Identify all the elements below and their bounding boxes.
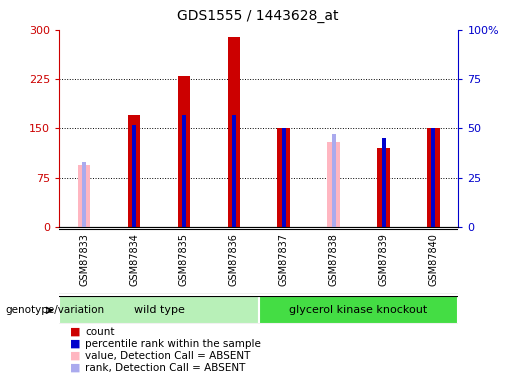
Text: rank, Detection Call = ABSENT: rank, Detection Call = ABSENT: [85, 363, 245, 373]
Text: ■: ■: [70, 327, 80, 337]
Text: GSM87837: GSM87837: [279, 233, 289, 286]
Bar: [228, 37, 240, 227]
Text: GSM87836: GSM87836: [229, 233, 239, 286]
Bar: [282, 128, 286, 227]
Text: ■: ■: [70, 339, 80, 349]
Bar: [259, 296, 458, 324]
Text: GSM87833: GSM87833: [79, 233, 89, 286]
Bar: [78, 165, 91, 227]
Bar: [432, 128, 435, 227]
Text: count: count: [85, 327, 114, 337]
Bar: [182, 115, 186, 227]
Bar: [178, 76, 190, 227]
Bar: [377, 148, 390, 227]
Bar: [128, 116, 140, 227]
Text: GSM87838: GSM87838: [329, 233, 339, 286]
Bar: [332, 134, 336, 227]
Bar: [82, 162, 86, 227]
Text: ■: ■: [70, 351, 80, 361]
Text: glycerol kinase knockout: glycerol kinase knockout: [289, 305, 427, 315]
Text: GSM87840: GSM87840: [428, 233, 438, 286]
Text: ■: ■: [70, 363, 80, 373]
Bar: [328, 142, 340, 227]
Text: GSM87835: GSM87835: [179, 233, 189, 286]
Text: value, Detection Call = ABSENT: value, Detection Call = ABSENT: [85, 351, 250, 361]
Text: percentile rank within the sample: percentile rank within the sample: [85, 339, 261, 349]
Bar: [132, 124, 136, 227]
Bar: [59, 296, 259, 324]
Text: GSM87834: GSM87834: [129, 233, 139, 286]
Text: wild type: wild type: [133, 305, 184, 315]
Text: GDS1555 / 1443628_at: GDS1555 / 1443628_at: [177, 9, 338, 23]
Bar: [382, 138, 386, 227]
Bar: [232, 115, 236, 227]
Bar: [427, 128, 440, 227]
Text: GSM87839: GSM87839: [379, 233, 388, 286]
Bar: [278, 128, 290, 227]
Text: genotype/variation: genotype/variation: [5, 305, 104, 315]
